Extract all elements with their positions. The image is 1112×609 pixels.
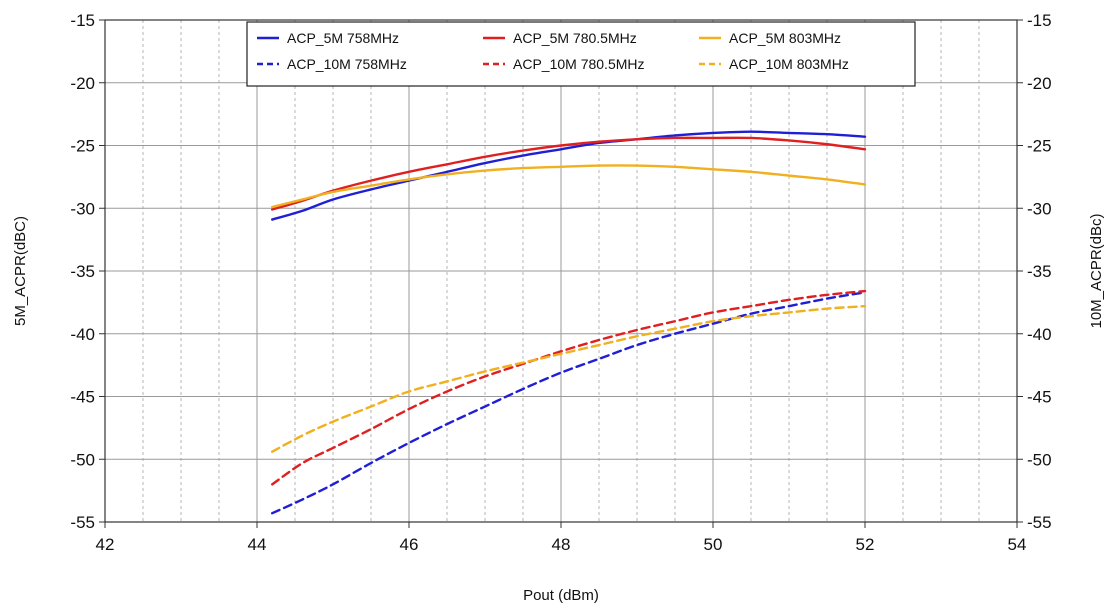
y-tick-label-right: -40 <box>1027 325 1052 344</box>
y-tick-label-left: -55 <box>70 513 95 532</box>
x-tick-label: 52 <box>856 535 875 554</box>
legend-label: ACP_5M 758MHz <box>287 30 399 46</box>
x-tick-label: 46 <box>400 535 419 554</box>
series-line-2 <box>271 164 867 209</box>
y-tick-label-right: -25 <box>1027 137 1052 156</box>
series-line-0 <box>271 130 867 221</box>
y-tick-label-right: -50 <box>1027 450 1052 469</box>
axis-ticks: 42 44 46 48 50 52 54 -15 -15 -20 -20 -25 -25 -30 -30 -3… <box>70 11 1051 554</box>
legend-label: ACP_10M 780.5MHz <box>513 56 645 72</box>
series-lines <box>271 130 867 515</box>
y-tick-label-left: -50 <box>70 450 95 469</box>
legend-box <box>246 21 916 87</box>
y-tick-label-left: -40 <box>70 325 95 344</box>
y-tick-label-right: -45 <box>1027 388 1052 407</box>
x-tick-label: 50 <box>704 535 723 554</box>
series-line-4 <box>271 289 867 486</box>
y-axis-right-title: 10M_ACPR(dBc) <box>1088 213 1105 328</box>
x-tick-label: 54 <box>1008 535 1027 554</box>
x-axis-title: Pout (dBm) <box>523 587 599 604</box>
y-axis-left-title: 5M_ACPR(dBC) <box>12 216 29 326</box>
legend-label: ACP_10M 803MHz <box>729 56 849 72</box>
y-tick-label-right: -55 <box>1027 513 1052 532</box>
legend-label: ACP_5M 803MHz <box>729 30 841 46</box>
y-tick-label-right: -30 <box>1027 199 1052 218</box>
y-tick-label-right: -20 <box>1027 74 1052 93</box>
x-tick-label: 48 <box>552 535 571 554</box>
y-tick-label-left: -20 <box>70 74 95 93</box>
series-line-1 <box>271 136 867 211</box>
legend-label: ACP_5M 780.5MHz <box>513 30 637 46</box>
y-tick-label-left: -35 <box>70 262 95 281</box>
y-tick-label-left: -15 <box>70 11 95 30</box>
legend: ACP_5M 758MHz ACP_5M 780.5MHz ACP_5M 803MH… <box>246 21 916 87</box>
y-tick-label-left: -45 <box>70 388 95 407</box>
series-line-3 <box>271 291 867 515</box>
series-line-5 <box>271 304 867 453</box>
y-tick-label-right: -35 <box>1027 262 1052 281</box>
y-tick-label-right: -15 <box>1027 11 1052 30</box>
x-tick-label: 44 <box>248 535 267 554</box>
x-tick-label: 42 <box>96 535 115 554</box>
legend-label: ACP_10M 758MHz <box>287 56 407 72</box>
y-tick-label-left: -30 <box>70 199 95 218</box>
y-tick-label-left: -25 <box>70 137 95 156</box>
